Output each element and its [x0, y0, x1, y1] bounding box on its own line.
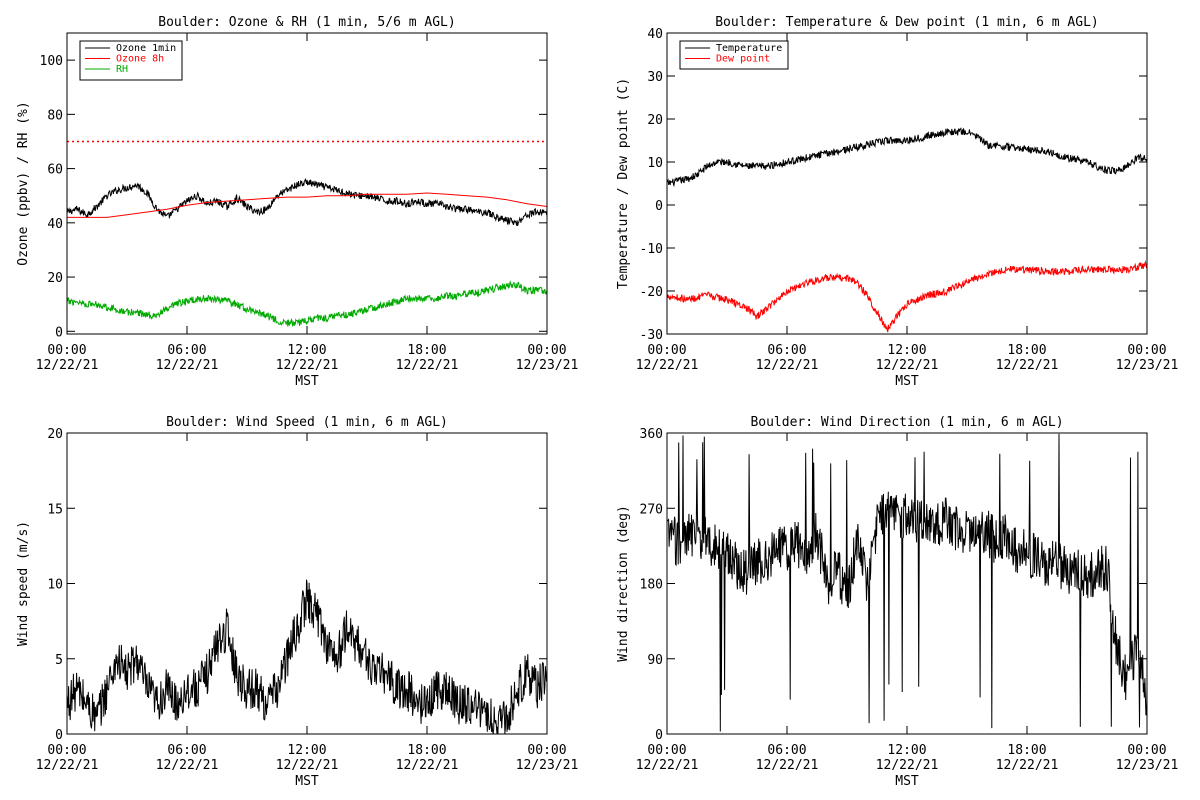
x-tick-label: 00:00 [47, 343, 86, 358]
y-tick-label: 5 [55, 653, 63, 668]
y-tick-label: 40 [47, 217, 63, 232]
x-tick-date-label: 12/22/21 [156, 758, 219, 773]
x-tick-label: 18:00 [1007, 743, 1046, 758]
x-tick-date-label: 12/22/21 [996, 358, 1059, 373]
legend-box [679, 40, 789, 70]
x-tick-label: 18:00 [407, 743, 446, 758]
y-tick-label: 20 [647, 113, 663, 128]
x-tick-label: 06:00 [167, 743, 206, 758]
x-tick-label: 12:00 [287, 743, 326, 758]
x-axis-label: MST [295, 374, 319, 389]
chart-title: Boulder: Ozone & RH (1 min, 5/6 m AGL) [158, 15, 455, 30]
y-tick-label: 180 [640, 578, 663, 593]
series-line-1 [67, 177, 547, 226]
y-tick-label: -20 [640, 285, 663, 300]
y-tick-label: 10 [47, 578, 63, 593]
x-tick-label: 18:00 [407, 343, 446, 358]
legend-label: Ozone 1min [116, 43, 176, 54]
x-axis-label: MST [895, 374, 919, 389]
y-tick-label: 100 [40, 54, 63, 69]
x-tick-date-label: 12/23/21 [1116, 758, 1179, 773]
x-tick-label: 06:00 [167, 343, 206, 358]
y-tick-label: 10 [647, 156, 663, 171]
x-tick-label: 00:00 [647, 343, 686, 358]
y-axis-label: Wind direction (deg) [616, 505, 631, 662]
x-tick-date-label: 12/22/21 [396, 758, 459, 773]
legend-label: RH [116, 64, 128, 75]
x-tick-date-label: 12/22/21 [156, 358, 219, 373]
x-tick-date-label: 12/22/21 [36, 358, 99, 373]
x-tick-label: 00:00 [647, 743, 686, 758]
x-tick-date-label: 12/23/21 [516, 758, 579, 773]
y-axis-label: Wind speed (m/s) [16, 521, 31, 646]
series-line-3 [67, 280, 547, 327]
y-tick-label: 80 [47, 108, 63, 123]
y-tick-label: 60 [47, 163, 63, 178]
x-axis-label: MST [895, 774, 919, 789]
y-tick-label: 40 [647, 27, 663, 42]
chart-title: Boulder: Wind Direction (1 min, 6 m AGL) [750, 415, 1063, 430]
chart-panel-4: Boulder: Wind Direction (1 min, 6 m AGL)… [616, 415, 1178, 789]
y-tick-label: 30 [647, 70, 663, 85]
chart-title: Boulder: Wind Speed (1 min, 6 m AGL) [166, 415, 448, 430]
x-tick-label: 00:00 [1127, 743, 1166, 758]
x-tick-label: 18:00 [1007, 343, 1046, 358]
y-tick-label: 270 [640, 502, 663, 517]
x-tick-date-label: 12/23/21 [516, 358, 579, 373]
x-tick-date-label: 12/22/21 [756, 358, 819, 373]
chart-panel-1: Boulder: Ozone & RH (1 min, 5/6 m AGL) 0 2… [16, 15, 578, 389]
x-tick-label: 12:00 [887, 743, 926, 758]
x-tick-label: 12:00 [887, 343, 926, 358]
y-tick-label: 0 [55, 728, 63, 743]
x-tick-date-label: 12/22/21 [396, 358, 459, 373]
series-line-2 [667, 260, 1147, 333]
x-tick-label: 06:00 [767, 343, 806, 358]
x-tick-date-label: 12/22/21 [636, 358, 699, 373]
x-tick-date-label: 12/22/21 [36, 758, 99, 773]
y-tick-label: 0 [655, 728, 663, 743]
series-line-1 [667, 127, 1147, 188]
y-tick-label: 360 [640, 427, 663, 442]
x-tick-date-label: 12/22/21 [756, 758, 819, 773]
legend-label: Ozone 8h [116, 54, 164, 65]
y-tick-label: 0 [55, 325, 63, 340]
y-axis-label: Ozone (ppbv) / RH (%) [16, 101, 31, 265]
y-tick-label: 20 [47, 271, 63, 286]
x-tick-label: 00:00 [527, 343, 566, 358]
y-tick-label: -30 [640, 328, 663, 343]
x-tick-label: 06:00 [767, 743, 806, 758]
series-line-1 [667, 433, 1147, 732]
x-tick-date-label: 12/23/21 [1116, 358, 1179, 373]
x-tick-date-label: 12/22/21 [276, 758, 339, 773]
y-tick-label: 15 [47, 502, 63, 517]
x-tick-date-label: 12/22/21 [876, 358, 939, 373]
x-tick-date-label: 12/22/21 [276, 358, 339, 373]
series-line-1 [67, 579, 547, 734]
y-tick-label: 0 [655, 199, 663, 214]
x-axis-label: MST [295, 774, 319, 789]
x-tick-label: 12:00 [287, 343, 326, 358]
y-axis-label: Temperature / Dew point (C) [616, 78, 631, 289]
x-tick-label: 00:00 [47, 743, 86, 758]
y-tick-label: 90 [647, 653, 663, 668]
x-tick-label: 00:00 [1127, 343, 1166, 358]
x-tick-label: 00:00 [527, 743, 566, 758]
legend-label: Dew point [716, 54, 770, 65]
chart-panel-3: Boulder: Wind Speed (1 min, 6 m AGL) 0 5 10… [16, 415, 578, 789]
chart-title: Boulder: Temperature & Dew point (1 min,… [715, 15, 1099, 30]
chart-panel-2: Boulder: Temperature & Dew point (1 min,… [616, 15, 1178, 389]
series-line-2 [67, 192, 547, 218]
y-tick-label: 20 [47, 427, 63, 442]
plot-frame [666, 32, 1148, 335]
x-tick-date-label: 12/22/21 [876, 758, 939, 773]
y-tick-label: -10 [640, 242, 663, 257]
x-tick-date-label: 12/22/21 [996, 758, 1059, 773]
x-tick-date-label: 12/22/21 [636, 758, 699, 773]
legend-label: Temperature [716, 43, 782, 54]
